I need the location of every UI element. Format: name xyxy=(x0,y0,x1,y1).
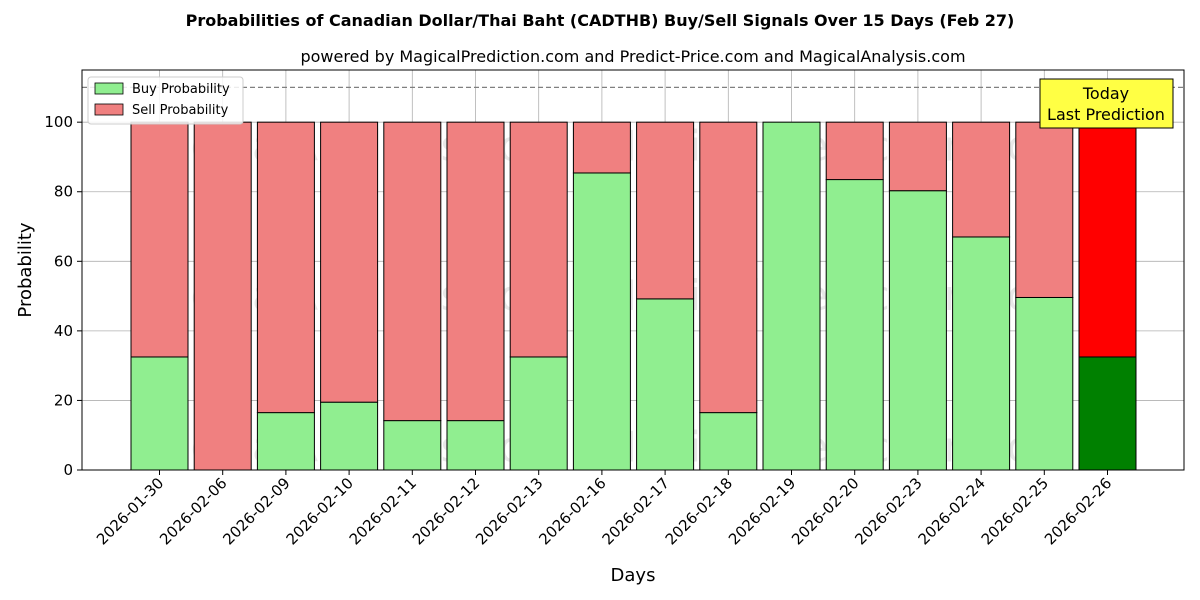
plot-frame xyxy=(81,69,1185,471)
x-tick-label-9: 2026-02-18 xyxy=(662,474,736,548)
bar-sell-5 xyxy=(446,121,505,422)
bar-sell-9 xyxy=(699,121,758,414)
bar-buy-15 xyxy=(1078,356,1137,471)
bar-buy-10 xyxy=(762,121,821,471)
x-axis-label: Days xyxy=(611,565,656,586)
legend-label-buy: Buy Probability xyxy=(132,82,230,97)
bar-buy-9 xyxy=(699,412,758,471)
bar-buy-7 xyxy=(572,172,631,471)
legend-swatch-sell xyxy=(94,103,124,116)
bar-buy-8 xyxy=(636,298,695,471)
annotation-box xyxy=(1039,78,1174,129)
bar-sell-12 xyxy=(888,121,947,192)
bar-sell-6 xyxy=(509,121,568,358)
bar-sell-13 xyxy=(952,121,1011,238)
bar-buy-11 xyxy=(825,179,884,471)
x-tick-label-12: 2026-02-23 xyxy=(851,474,925,548)
x-tick-label-11: 2026-02-20 xyxy=(788,474,862,548)
bar-buy-2 xyxy=(256,412,315,471)
x-tick-label-8: 2026-02-17 xyxy=(599,474,673,548)
bar-buy-14 xyxy=(1015,296,1074,471)
x-tick-label-5: 2026-02-12 xyxy=(409,474,483,548)
x-tick-label-1: 2026-02-06 xyxy=(156,474,230,548)
x-tick-label-4: 2026-02-11 xyxy=(346,474,420,548)
x-tick-label-10: 2026-02-19 xyxy=(725,474,799,548)
bar-buy-5 xyxy=(446,420,505,471)
bar-sell-15 xyxy=(1078,121,1137,358)
bar-sell-0 xyxy=(130,121,189,358)
bar-sell-1 xyxy=(193,121,252,471)
legend-swatch-buy xyxy=(94,82,124,95)
bar-buy-13 xyxy=(952,236,1011,471)
y-tick-label-5: 100 xyxy=(44,113,73,131)
bar-sell-4 xyxy=(383,121,442,422)
x-tick-label-14: 2026-02-25 xyxy=(978,474,1052,548)
x-tick-label-2: 2026-02-09 xyxy=(219,474,293,548)
y-tick-label-4: 80 xyxy=(54,183,73,201)
y-tick-label-2: 40 xyxy=(54,322,73,340)
x-tick-label-15: 2026-02-26 xyxy=(1041,474,1115,548)
bar-sell-8 xyxy=(636,121,695,300)
chart-subtitle: powered by MagicalPrediction.com and Pre… xyxy=(300,47,965,66)
legend: Buy Probability Sell Probability xyxy=(87,76,244,125)
bar-buy-4 xyxy=(383,420,442,471)
bars xyxy=(130,121,1137,471)
y-tick-label-1: 20 xyxy=(54,391,73,409)
annotation: Today Last Prediction xyxy=(1039,78,1174,129)
x-tick-label-0: 2026-01-30 xyxy=(93,474,167,548)
bar-sell-2 xyxy=(256,121,315,414)
y-tick-label-0: 0 xyxy=(63,461,73,479)
bar-buy-3 xyxy=(320,401,379,471)
bar-sell-11 xyxy=(825,121,884,181)
bar-buy-6 xyxy=(509,356,568,471)
legend-label-sell: Sell Probability xyxy=(132,103,229,118)
x-tick-label-13: 2026-02-24 xyxy=(915,474,989,548)
x-tick-label-3: 2026-02-10 xyxy=(283,474,357,548)
bar-sell-3 xyxy=(320,121,379,403)
annotation-line-2: Last Prediction xyxy=(1047,105,1165,124)
chart-title: Probabilities of Canadian Dollar/Thai Ba… xyxy=(186,11,1015,30)
x-tick-label-7: 2026-02-16 xyxy=(535,474,609,548)
bar-sell-14 xyxy=(1015,121,1074,298)
x-tick-label-6: 2026-02-13 xyxy=(472,474,546,548)
y-axis-ticks: 0 20 40 60 80 100 xyxy=(44,113,82,479)
bar-buy-0 xyxy=(130,356,189,471)
y-axis-label: Probability xyxy=(15,222,36,317)
bar-buy-12 xyxy=(888,190,947,471)
x-axis-ticks: 2026-01-302026-02-062026-02-092026-02-10… xyxy=(93,470,1115,548)
legend-box xyxy=(87,76,244,125)
bar-sell-7 xyxy=(572,121,631,174)
annotation-line-1: Today xyxy=(1082,84,1129,103)
y-tick-label-3: 60 xyxy=(54,252,73,270)
